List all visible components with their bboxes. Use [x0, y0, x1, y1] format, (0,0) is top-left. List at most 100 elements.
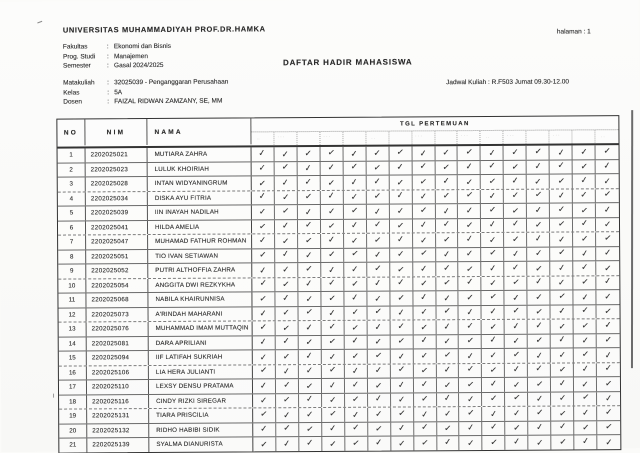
checkmark-icon: ✓ — [259, 250, 268, 261]
checkmark-icon: ✓ — [466, 320, 474, 331]
checkmark-icon: ✓ — [397, 292, 405, 304]
checkmark-icon: ✓ — [305, 380, 314, 392]
info-label: Fakultas — [62, 43, 88, 51]
attendance-cell: ✓ — [389, 189, 413, 204]
checkmark-icon: ✓ — [396, 177, 405, 188]
no-cell: 19 — [59, 409, 88, 424]
info-colon: : — [106, 43, 109, 51]
attendance-cell: ✓ — [412, 276, 436, 291]
checkmark-icon: ✓ — [259, 380, 268, 392]
no-cell: 5 — [57, 206, 86, 221]
checkmark-icon: ✓ — [580, 363, 590, 375]
checkmark-icon: ✓ — [351, 279, 359, 290]
nim-cell: 2202025068 — [86, 293, 149, 307]
checkmark-icon: ✓ — [556, 147, 566, 159]
checkmark-icon: ✓ — [512, 349, 521, 360]
attendance-cell: ✓ — [551, 435, 575, 450]
checkmark-icon: ✓ — [443, 380, 452, 391]
nim-cell: 2202025131 — [87, 409, 150, 423]
checkmark-icon: ✓ — [534, 350, 544, 362]
checkmark-icon: ✓ — [579, 174, 588, 186]
checkmark-icon: ✓ — [558, 378, 567, 389]
attendance-cell: ✓ — [344, 291, 368, 306]
attendance-cell: ✓ — [527, 276, 551, 290]
attendance-cell: ✓ — [275, 379, 299, 393]
checkmark-icon: ✓ — [511, 277, 520, 289]
nama-cell: INTAN WIDYANINGRUM — [147, 176, 252, 191]
info-row-fakultas: Fakultas : Ekonomi dan Bisnis — [63, 42, 171, 52]
checkmark-icon: ✓ — [465, 307, 475, 319]
attendance-cell: ✓ — [367, 378, 391, 393]
attendance-cell: ✓ — [505, 363, 529, 377]
attendance-cell: ✓ — [597, 377, 620, 391]
checkmark-icon: ✓ — [258, 163, 267, 174]
attendance-cell: ✓ — [481, 247, 505, 262]
checkmark-icon: ✓ — [535, 292, 543, 303]
checkmark-icon: ✓ — [581, 348, 589, 360]
attendance-cell: ✓ — [596, 160, 619, 174]
info-label: Semester — [63, 62, 91, 70]
attendance-cell: ✓ — [573, 348, 597, 362]
attendance-cell: ✓ — [297, 219, 321, 234]
checkmark-icon: ✓ — [350, 205, 359, 216]
checkmark-icon: ✓ — [397, 395, 406, 406]
checkmark-icon: ✓ — [306, 437, 314, 449]
attendance-cell: ✓ — [458, 276, 482, 291]
attendance-cell: ✓ — [297, 190, 321, 205]
attendance-cell: ✓ — [390, 436, 414, 451]
attendance-cell: ✓ — [320, 219, 344, 233]
attendance-cell: ✓ — [597, 305, 620, 319]
attendance-cell: ✓ — [366, 204, 390, 219]
attendance-cell: ✓ — [253, 422, 277, 437]
attendance-cell: ✓ — [550, 275, 574, 290]
checkmark-icon: ✓ — [327, 190, 336, 202]
checkmark-icon: ✓ — [374, 321, 383, 333]
checkmark-icon: ✓ — [328, 408, 338, 420]
checkmark-icon: ✓ — [397, 277, 405, 288]
attendance-cell: ✓ — [458, 218, 482, 233]
checkmark-icon: ✓ — [603, 219, 612, 231]
checkmark-icon: ✓ — [258, 221, 268, 233]
checkmark-icon: ✓ — [304, 206, 313, 218]
attendance-cell: ✓ — [458, 204, 482, 218]
attendance-cell: ✓ — [390, 334, 414, 349]
checkmark-icon: ✓ — [443, 293, 451, 304]
checkmark-icon: ✓ — [442, 219, 451, 230]
checkmark-icon: ✓ — [465, 249, 474, 260]
attendance-cell: ✓ — [275, 277, 299, 292]
attendance-cell: ✓ — [298, 277, 322, 292]
page-number: halaman : 1 — [556, 28, 591, 36]
checkmark-icon: ✓ — [512, 436, 521, 447]
attendance-cell: ✓ — [436, 407, 460, 421]
checkmark-icon: ✓ — [327, 177, 336, 189]
checkmark-icon: ✓ — [283, 410, 292, 421]
checkmark-icon: ✓ — [489, 306, 497, 318]
attendance-cell: ✓ — [276, 422, 300, 437]
checkmark-icon: ✓ — [443, 262, 451, 274]
checkmark-icon: ✓ — [373, 234, 382, 246]
attendance-cell: ✓ — [504, 174, 528, 189]
checkmark-icon: ✓ — [259, 293, 268, 305]
checkmark-icon: ✓ — [510, 175, 519, 186]
attendance-cell: ✓ — [343, 219, 367, 233]
attendance-cell: ✓ — [504, 232, 528, 247]
date-header-cell — [320, 131, 344, 145]
checkmark-icon: ✓ — [581, 422, 590, 434]
attendance-cell: ✓ — [253, 393, 277, 408]
attendance-cell: ✓ — [505, 377, 529, 392]
attendance-cell: ✓ — [481, 305, 505, 320]
no-cell: 11 — [58, 293, 87, 308]
attendance-cell: ✓ — [597, 363, 620, 377]
attendance-cell: ✓ — [435, 189, 459, 204]
checkmark-icon: ✓ — [465, 220, 474, 231]
attendance-cell: ✓ — [253, 437, 277, 451]
attendance-cell: ✓ — [298, 364, 322, 379]
checkmark-icon: ✓ — [581, 392, 590, 404]
checkmark-icon: ✓ — [557, 278, 566, 289]
attendance-cell: ✓ — [389, 218, 413, 233]
attendance-cell: ✓ — [597, 319, 620, 333]
checkmark-icon: ✓ — [305, 220, 313, 231]
attendance-cell: ✓ — [572, 145, 596, 159]
attendance-cell: ✓ — [597, 406, 620, 420]
